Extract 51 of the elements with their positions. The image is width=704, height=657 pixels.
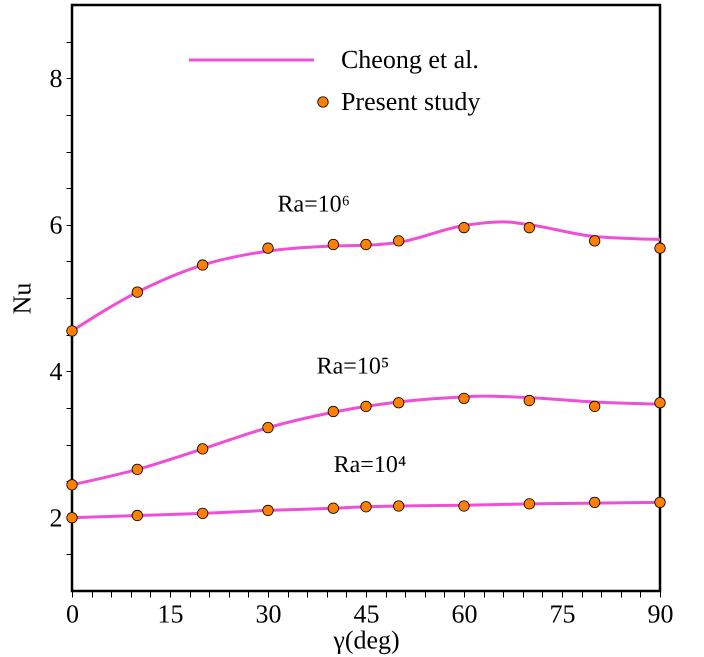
point [393,235,404,246]
x-tick-label: 15 [158,600,184,628]
x-tick-label: 60 [452,600,478,628]
point [66,512,78,524]
point [132,286,143,298]
annotation: Ra=10⁶ [277,192,350,218]
point [458,222,470,234]
point [66,325,78,337]
point [654,397,666,408]
point [524,394,535,406]
y-tick-label: 6 [50,210,62,240]
x-tick-label: 0 [66,600,79,628]
point [458,392,470,404]
annotation: Ra=10⁴ [334,452,406,478]
point [360,238,372,250]
point [262,504,274,516]
point [262,242,274,254]
x-tick-label: 90 [648,600,674,628]
y-axis-title: Nu [8,282,36,314]
point [328,406,339,418]
annotation: Ra=10⁵ [316,354,390,380]
point [654,242,666,254]
point [197,443,208,455]
point [328,502,339,514]
point [589,400,600,412]
point [524,222,535,234]
legend-label: Present study [340,87,480,116]
point [654,496,666,508]
point [66,479,78,490]
point [132,464,143,476]
point [197,508,208,519]
y-tick-label: 8 [50,64,62,93]
x-tick-label: 45 [354,600,380,628]
y-tick-label: 2 [50,503,62,532]
point [132,510,143,522]
point [524,498,535,510]
point [458,500,470,512]
point [360,501,372,512]
point [393,397,404,408]
point [328,238,339,250]
point [589,235,600,246]
x-axis-title: γ(deg) [332,626,400,654]
x-tick-label: 30 [256,600,282,628]
point [360,400,372,412]
legend-label: Cheong et al. [340,45,479,74]
y-tick-label: 4 [50,356,62,386]
point [393,500,404,512]
x-tick-label: 75 [550,600,576,628]
point [262,422,274,434]
point [197,259,208,271]
point [589,496,600,508]
